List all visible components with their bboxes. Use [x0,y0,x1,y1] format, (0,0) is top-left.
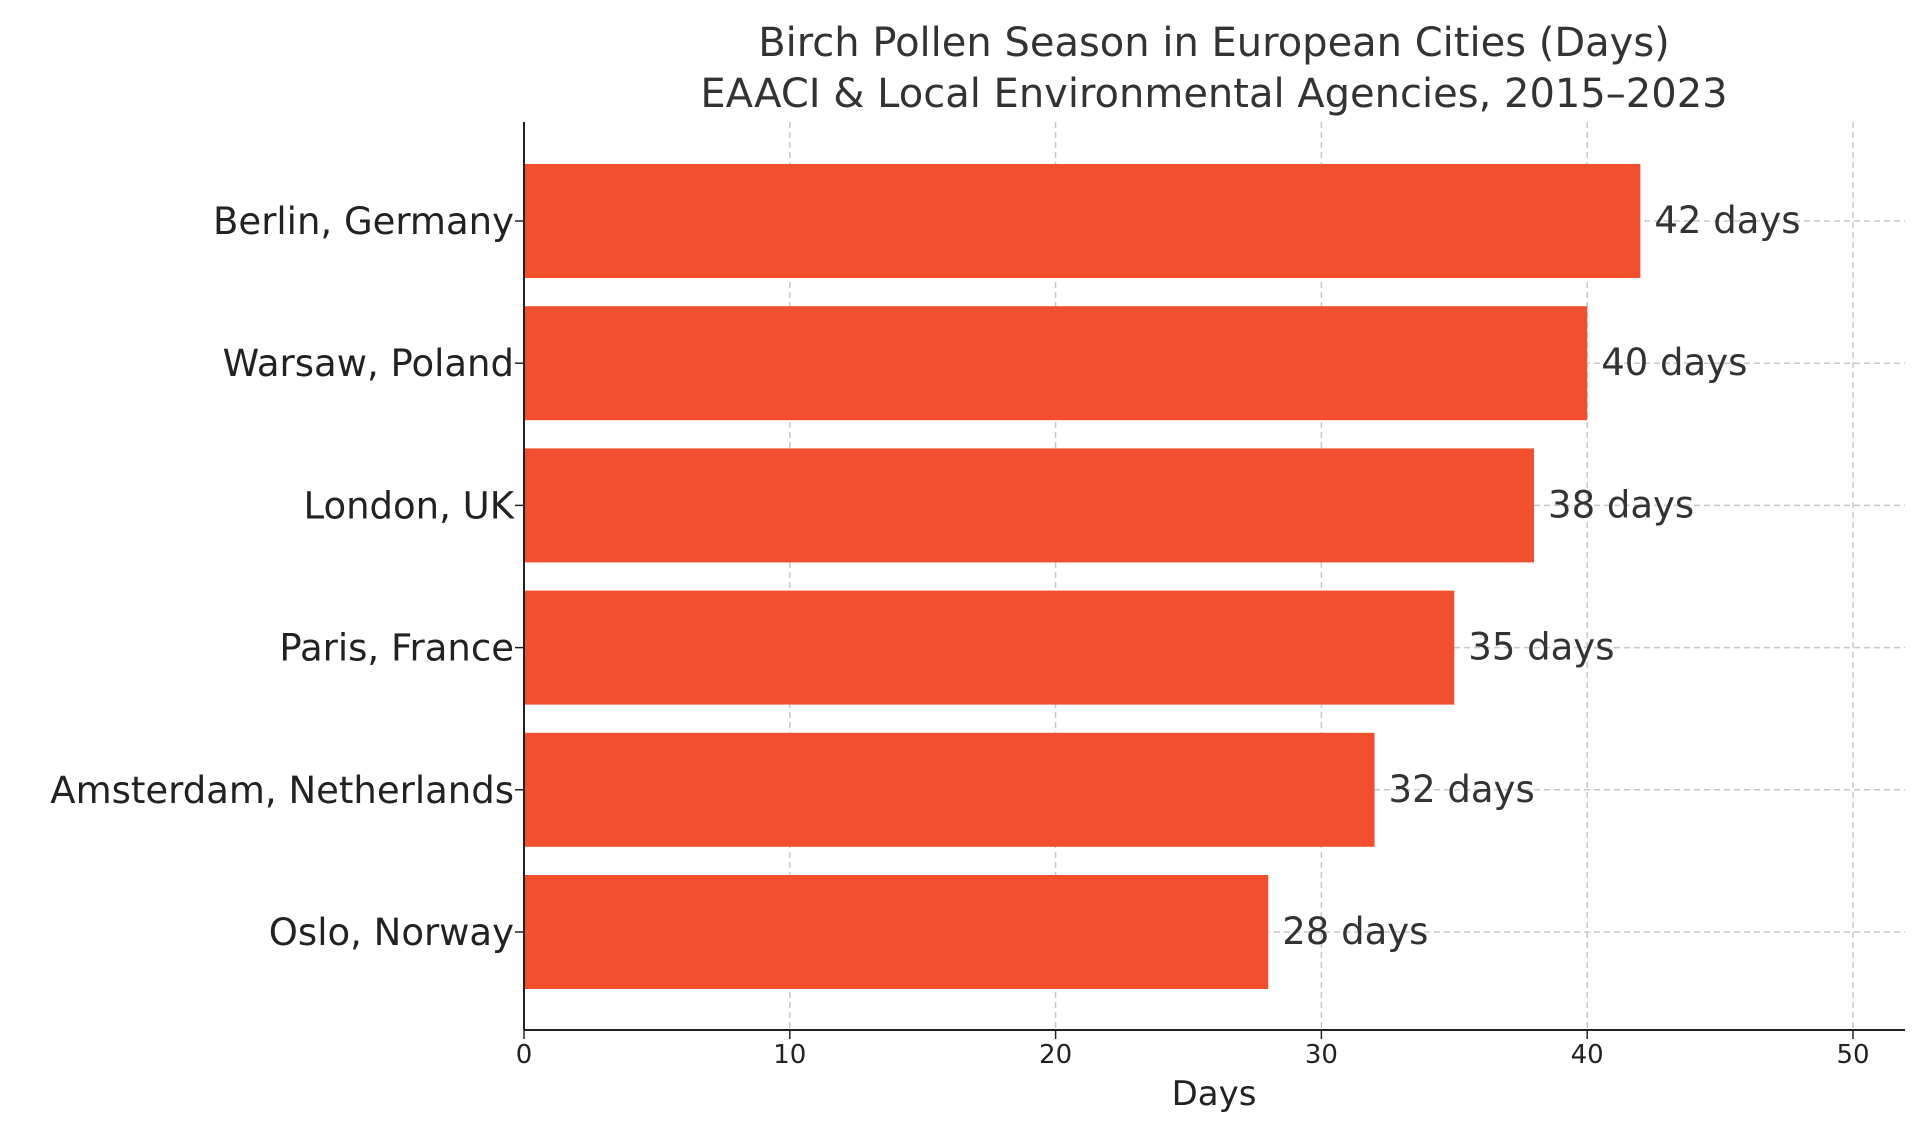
x-tick-label: 0 [516,1040,533,1070]
bar [524,875,1269,989]
x-tick-label: 10 [773,1040,806,1070]
bar-value-label: 42 days [1654,199,1800,242]
bars [524,164,1641,989]
bar [524,306,1588,421]
bar [524,448,1535,563]
x-tick-label: 20 [1039,1040,1072,1070]
chart-title: Birch Pollen Season in European Cities (… [758,20,1670,66]
bar [524,164,1641,278]
x-axis-label: Days [1172,1074,1257,1114]
y-tick-label: Oslo, Norway [269,911,514,954]
y-tick-label: Amsterdam, Netherlands [50,769,514,812]
bar-value-label: 28 days [1282,910,1428,953]
x-tick-label: 50 [1836,1040,1869,1070]
y-tick-label: Warsaw, Poland [223,342,514,385]
chart-subtitle: EAACI & Local Environmental Agencies, 20… [700,71,1727,117]
y-tick-label: Berlin, Germany [213,200,514,243]
bar-value-label: 40 days [1601,341,1747,384]
y-tick-label: Paris, France [279,627,514,670]
bar-value-label: 32 days [1389,768,1535,811]
y-tick-label: London, UK [304,484,516,527]
bar [524,732,1375,847]
x-tick-label: 30 [1305,1040,1338,1070]
axes [515,122,1905,1039]
bar [524,590,1455,705]
x-tick-label: 40 [1571,1040,1604,1070]
bar-value-label: 35 days [1468,626,1614,669]
labels: 42 days Berlin, Germany 40 days Warsaw, Pol… [50,199,1869,1070]
bar-value-label: 38 days [1548,483,1694,526]
